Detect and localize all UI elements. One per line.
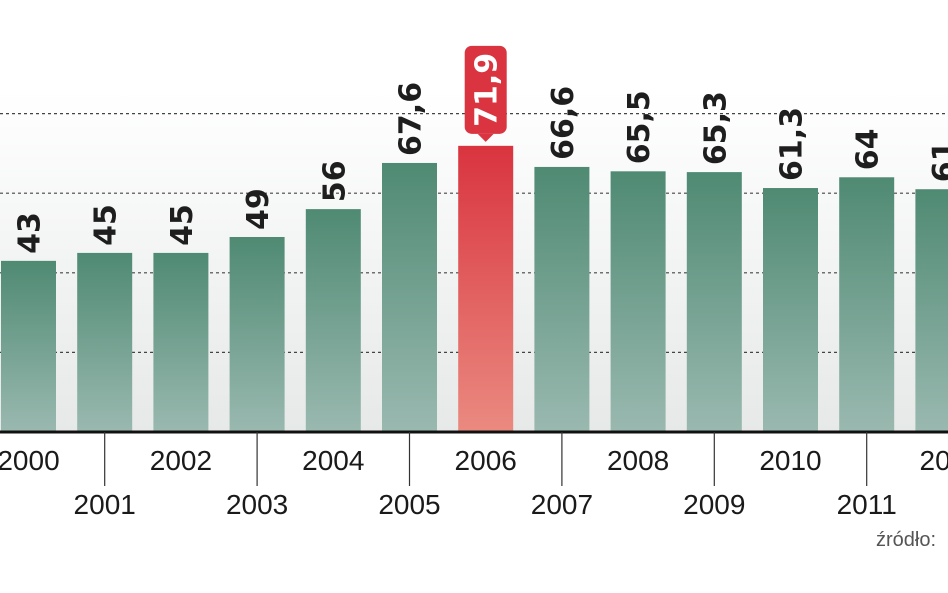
bar-2003	[229, 236, 285, 432]
value-label-2010: 61,3	[775, 107, 810, 181]
x-label-2006: 2006	[455, 445, 517, 476]
x-label-2005: 2005	[378, 489, 440, 520]
x-label-2007: 2007	[531, 489, 593, 520]
x-label-2008: 2008	[607, 445, 669, 476]
bar-2001	[77, 252, 133, 432]
x-label-2003: 2003	[226, 489, 288, 520]
value-label-2000: 43	[13, 212, 48, 254]
bar-2004	[305, 209, 361, 432]
bar-2009	[686, 172, 742, 432]
x-label-2010: 2010	[759, 445, 821, 476]
source-label: źródło:	[876, 529, 936, 551]
highlight-label-box	[464, 45, 507, 134]
value-label-2009: 65,3	[698, 91, 733, 165]
bar-2012	[915, 189, 948, 432]
value-label-2007: 66,6	[546, 86, 581, 160]
bar-2005	[382, 162, 437, 432]
value-label-2001: 45	[89, 204, 124, 246]
value-label-2003: 49	[241, 188, 276, 230]
value-label-2011: 64	[851, 129, 886, 171]
value-label-2008: 65,5	[622, 90, 657, 164]
x-label-2012: 201	[920, 445, 948, 476]
value-label-2006: 71,9	[470, 53, 505, 127]
bar-2008	[610, 171, 666, 432]
bar-2000	[1, 260, 56, 432]
x-label-2004: 2004	[302, 445, 364, 476]
x-label-2002: 2002	[150, 445, 212, 476]
value-label-2002: 45	[165, 204, 200, 246]
value-label-2004: 56	[317, 160, 352, 202]
value-label-2005: 67,6	[394, 82, 429, 156]
value-label-2012: 61	[927, 140, 948, 182]
bar-2007	[534, 166, 590, 432]
x-label-2001: 2001	[74, 489, 136, 520]
bar-2006	[458, 145, 514, 432]
highlight-label-pointer	[477, 133, 494, 142]
bar-2010	[763, 188, 818, 432]
x-label-2009: 2009	[683, 489, 745, 520]
x-label-2000: 2000	[0, 445, 60, 476]
bar-2002	[153, 252, 209, 432]
x-label-2011: 2011	[837, 489, 897, 520]
bar-2011	[839, 177, 895, 432]
